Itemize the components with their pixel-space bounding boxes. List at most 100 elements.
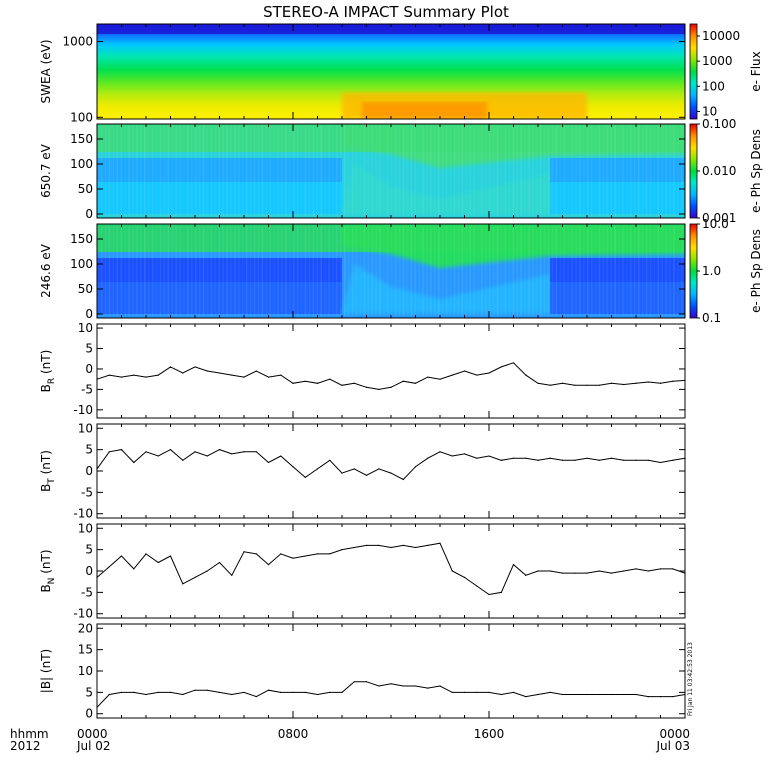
pad650-streak (579, 126, 581, 216)
pad650-ytick-label: 0 (85, 207, 93, 221)
pad650-streak (610, 126, 613, 216)
pad246-streak (285, 226, 287, 316)
pad246-streak (328, 226, 330, 316)
pad246-streak (391, 226, 393, 316)
pad650-ytick-label: 100 (70, 157, 93, 171)
pad650-streak (598, 126, 601, 216)
br-data-point (561, 382, 564, 384)
pad246-streak (187, 226, 189, 316)
swea-colorbar-tick-label: 10000 (702, 29, 740, 43)
pad246-band-late (550, 258, 685, 282)
pad650-streak (155, 126, 158, 216)
bn-data-point (451, 570, 453, 572)
br-data-point (329, 378, 331, 380)
pad650-streak (273, 126, 275, 216)
bmag-data-point (329, 691, 331, 693)
bmag-data-point (108, 693, 110, 696)
bt-data-point (451, 455, 453, 457)
pad246-streak (536, 226, 538, 316)
pad650-streak (469, 126, 471, 216)
bt-data-point (145, 451, 147, 453)
pad246-streak (375, 226, 377, 316)
swea-ytick-label: 1000 (62, 34, 93, 48)
br-data-point (463, 370, 466, 372)
pad246-streak (218, 226, 221, 316)
bt-data-point (243, 451, 245, 453)
pad246-streak (508, 226, 511, 316)
pad650-streak (614, 126, 616, 216)
bn-data-point (108, 566, 110, 568)
pad246-streak (673, 226, 675, 316)
pad246-streak (210, 226, 213, 316)
bn-data-point (414, 546, 417, 549)
pad650-streak (634, 126, 636, 216)
pad650-streak (277, 126, 279, 216)
pad650-streak (163, 126, 166, 216)
swea-colorbar-tick-label: 1000 (702, 54, 733, 68)
pad650-streak (398, 126, 401, 216)
pad650-streak (198, 126, 201, 216)
bmag-data-point (537, 693, 539, 696)
pad650-streak (242, 126, 244, 216)
pad650-streak (654, 126, 656, 216)
time-tick-label: 0800 (278, 727, 309, 741)
br-data-point (512, 362, 515, 364)
pad650-streak (132, 126, 134, 216)
pad246-streak (418, 226, 420, 316)
pad246-streak (379, 226, 381, 316)
bt-data-point (378, 468, 380, 470)
pad246-streak (453, 226, 456, 316)
pad650-colorbar-tick-label: 0.010 (702, 164, 736, 178)
pad246-streak (112, 226, 115, 316)
pad650-streak (218, 126, 221, 216)
br-data-point (378, 388, 380, 390)
time-axis-left-label-2: 2012 (10, 739, 41, 753)
pad246-streak (681, 226, 683, 316)
pad650-streak (665, 126, 667, 216)
pad246-streak (128, 226, 130, 316)
pad246-streak (289, 226, 291, 316)
pad650-streak (637, 126, 640, 216)
bn-data-point (280, 553, 282, 555)
pad650-streak (461, 126, 464, 216)
bt-data-point (402, 478, 404, 481)
pad246-streak (457, 226, 460, 316)
pad650-streak (222, 126, 224, 216)
br-data-point (488, 372, 490, 374)
pad246-streak (528, 226, 530, 316)
pad246-streak (473, 226, 475, 316)
bmag-ytick-label: 5 (85, 685, 93, 699)
bmag-data-point (414, 685, 417, 687)
pad650-streak (210, 126, 213, 216)
br-data-point (243, 376, 245, 378)
pad650-streak (673, 126, 675, 216)
pad246-streak (151, 226, 154, 316)
pad650-streak (296, 126, 299, 216)
pad246-streak (371, 226, 373, 316)
pad246-streak (520, 226, 522, 316)
bt-data-point (476, 457, 478, 459)
br-data-point (439, 378, 441, 380)
bt-ylabel-unit: (nT) (39, 450, 53, 478)
br-frame (96, 323, 686, 419)
pad650-streak (301, 126, 303, 216)
pad650-streak (485, 126, 487, 216)
pad246-streak (312, 226, 315, 316)
pad246-streak (637, 226, 640, 316)
pad246-streak (449, 226, 452, 316)
swea-spectrogram (97, 24, 685, 119)
swea-high-energy-band (97, 24, 685, 34)
pad246-streak (602, 226, 605, 316)
bmag-data-point (659, 696, 662, 698)
pad246-streak (500, 226, 503, 316)
br-ylabel-sub: R (47, 378, 57, 384)
pad246-streak (206, 226, 209, 316)
bt-data-point (647, 459, 649, 461)
time-tick-label: 0000 (77, 727, 108, 741)
pad650-streak (249, 126, 252, 216)
pad246-streak (179, 226, 181, 316)
bmag-data-point (574, 693, 576, 696)
bt-data-point (218, 449, 221, 451)
bt-data-point (96, 468, 98, 470)
